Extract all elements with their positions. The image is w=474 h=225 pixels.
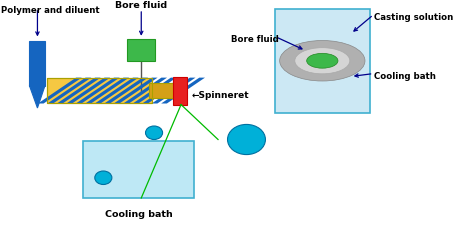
Text: Polymer and diluent: Polymer and diluent [1,6,100,15]
Polygon shape [66,78,110,104]
Text: Cooling bath: Cooling bath [374,72,437,81]
Polygon shape [114,78,157,104]
Polygon shape [123,78,167,104]
Text: ←Spinneret: ←Spinneret [192,91,250,100]
Bar [275,9,370,112]
Text: Cooling bath: Cooling bath [105,210,173,219]
Ellipse shape [228,124,265,155]
Ellipse shape [95,171,112,184]
Polygon shape [29,40,45,86]
Circle shape [280,40,365,81]
Bar [47,78,152,104]
Bar [149,83,175,98]
Polygon shape [76,78,119,104]
Ellipse shape [146,126,163,140]
Text: Casting solution: Casting solution [374,14,454,22]
Polygon shape [104,78,148,104]
Circle shape [307,53,338,68]
Polygon shape [85,78,129,104]
Polygon shape [47,78,91,104]
Text: Bore fluid: Bore fluid [231,35,279,44]
Polygon shape [29,86,45,108]
Text: Bore fluid: Bore fluid [115,1,167,10]
Polygon shape [161,78,205,104]
Bar [47,78,152,104]
Polygon shape [95,78,138,104]
Polygon shape [57,78,100,104]
Bar [173,76,187,105]
Polygon shape [38,78,82,104]
Bar [83,141,194,198]
Polygon shape [133,78,176,104]
Bar [127,39,155,61]
Circle shape [295,48,350,74]
Polygon shape [152,78,195,104]
Polygon shape [142,78,186,104]
